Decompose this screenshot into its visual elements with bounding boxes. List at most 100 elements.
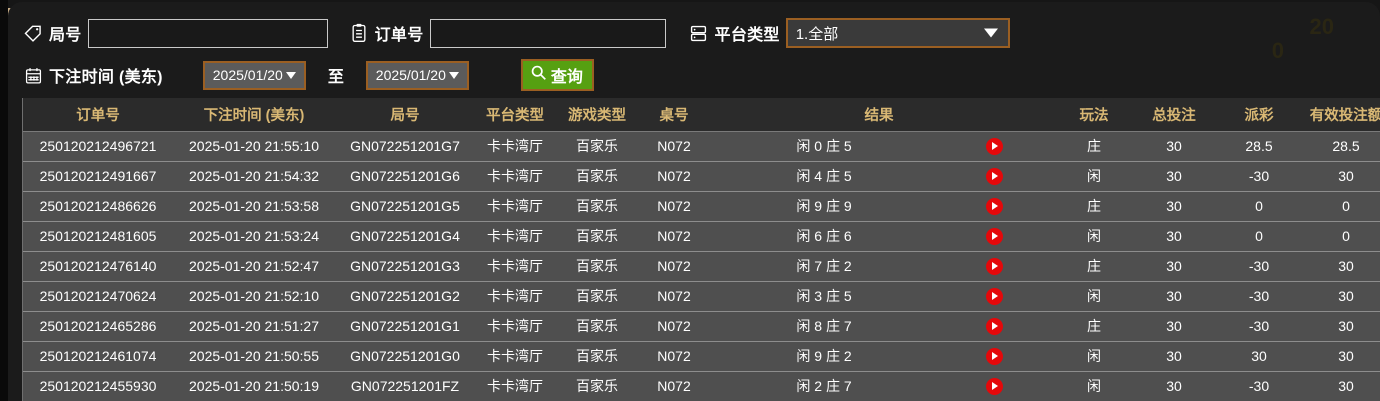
cell-replay <box>939 371 1049 401</box>
clipboard-icon <box>348 22 370 44</box>
cell-result: 闲 6 庄 6 <box>709 221 939 252</box>
search-button[interactable]: 查询 <box>520 59 594 91</box>
table-row[interactable]: 250120212486626 2025-01-20 21:53:58 GN0722… <box>23 191 1380 222</box>
cell-result: 闲 8 庄 7 <box>709 311 939 342</box>
cell-platform: 卡卡湾厅 <box>475 191 555 222</box>
col-result[interactable]: 结果 <box>709 98 1049 132</box>
cell-game-type: 百家乐 <box>555 341 639 372</box>
cell-game-type: 百家乐 <box>555 281 639 312</box>
cell-game-type: 百家乐 <box>555 221 639 252</box>
cell-round-no: GN072251201FZ <box>335 371 475 401</box>
table-row[interactable]: 250120212455930 2025-01-20 21:50:19 GN0722… <box>23 371 1380 401</box>
bet-time-from-datepicker[interactable]: 2025/01/20 <box>202 60 306 90</box>
cell-table-no: N072 <box>639 251 709 282</box>
cell-payout: -30 <box>1209 161 1309 192</box>
cell-round-no: GN072251201G2 <box>335 281 475 312</box>
col-bet-time[interactable]: 下注时间 (美东) <box>173 98 335 132</box>
bet-time-from-value: 2025/01/20 <box>212 67 283 83</box>
cell-bet-kind: 闲 <box>1049 341 1139 372</box>
play-icon[interactable] <box>985 377 1003 395</box>
cell-bet-time: 2025-01-20 21:53:24 <box>173 221 335 252</box>
platform-type-filter: 平台类型 1.全部 <box>688 17 1010 49</box>
play-icon[interactable] <box>985 167 1003 185</box>
cell-bet-kind: 庄 <box>1049 251 1139 282</box>
table-row[interactable]: 250120212496721 2025-01-20 21:55:10 GN0722… <box>23 131 1380 162</box>
table-row[interactable]: 250120212470624 2025-01-20 21:52:10 GN0722… <box>23 281 1380 312</box>
play-icon[interactable] <box>985 257 1003 275</box>
filter-row-2: 下注时间 (美东) 2025/01/20 至 2025/01/20 <box>22 54 1380 96</box>
col-table-no[interactable]: 桌号 <box>639 98 709 132</box>
order-no-input[interactable] <box>429 18 666 48</box>
tag-icon <box>22 22 44 44</box>
cell-game-type: 百家乐 <box>555 311 639 342</box>
cell-payout: -30 <box>1209 371 1309 401</box>
col-game-type[interactable]: 游戏类型 <box>555 98 639 132</box>
table-row[interactable]: 250120212481605 2025-01-20 21:53:24 GN0722… <box>23 221 1380 252</box>
cell-round-no: GN072251201G5 <box>335 191 475 222</box>
cell-game-type: 百家乐 <box>555 191 639 222</box>
server-icon <box>688 22 710 44</box>
col-payout[interactable]: 派彩 <box>1209 98 1309 132</box>
cell-replay <box>939 311 1049 342</box>
cell-table-no: N072 <box>639 371 709 401</box>
play-icon[interactable] <box>985 287 1003 305</box>
cell-payout: -30 <box>1209 311 1309 342</box>
round-no-filter: 局号 <box>22 17 328 49</box>
col-platform[interactable]: 平台类型 <box>475 98 555 132</box>
cell-result: 闲 9 庄 9 <box>709 191 939 222</box>
cell-order-no: 250120212476140 <box>23 251 173 282</box>
cell-game-type: 百家乐 <box>555 161 639 192</box>
cell-round-no: GN072251201G1 <box>335 311 475 342</box>
play-icon[interactable] <box>985 347 1003 365</box>
chevron-down-icon <box>285 71 296 79</box>
platform-type-select[interactable]: 1.全部 <box>785 18 1010 48</box>
cell-payout: 30 <box>1209 341 1309 372</box>
col-valid-bet[interactable]: 有效投注额 <box>1309 98 1380 132</box>
round-no-input[interactable] <box>87 18 328 48</box>
col-order-no[interactable]: 订单号 <box>23 98 173 132</box>
play-icon[interactable] <box>985 227 1003 245</box>
cell-bet-time: 2025-01-20 21:50:55 <box>173 341 335 372</box>
cell-total-bet: 30 <box>1139 191 1209 222</box>
cell-order-no: 250120212491667 <box>23 161 173 192</box>
bet-history-table-container[interactable]: 订单号 下注时间 (美东) 局号 平台类型 游戏类型 桌号 结果 玩法 总投注 … <box>22 98 1380 401</box>
cell-order-no: 250120212470624 <box>23 281 173 312</box>
cell-order-no: 250120212486626 <box>23 191 173 222</box>
bet-time-filter: 下注时间 (美东) <box>22 59 163 91</box>
cell-replay <box>939 161 1049 192</box>
calendar-icon <box>22 64 44 86</box>
chevron-down-icon <box>448 71 459 79</box>
cell-bet-kind: 庄 <box>1049 191 1139 222</box>
col-bet-kind[interactable]: 玩法 <box>1049 98 1139 132</box>
cell-platform: 卡卡湾厅 <box>475 371 555 401</box>
cell-replay <box>939 131 1049 162</box>
order-no-filter: 订单号 <box>348 17 666 49</box>
table-row[interactable]: 250120212476140 2025-01-20 21:52:47 GN0722… <box>23 251 1380 282</box>
col-round-no[interactable]: 局号 <box>335 98 475 132</box>
cell-result: 闲 2 庄 7 <box>709 371 939 401</box>
cell-payout: 28.5 <box>1209 131 1309 162</box>
cell-round-no: GN072251201G3 <box>335 251 475 282</box>
cell-valid-bet: 30 <box>1309 371 1380 401</box>
play-icon[interactable] <box>985 137 1003 155</box>
cell-platform: 卡卡湾厅 <box>475 131 555 162</box>
cell-payout: 0 <box>1209 221 1309 252</box>
cell-order-no: 250120212461074 <box>23 341 173 372</box>
cell-bet-kind: 庄 <box>1049 131 1139 162</box>
play-icon[interactable] <box>985 197 1003 215</box>
bet-time-to-datepicker[interactable]: 2025/01/20 <box>365 60 469 90</box>
table-row[interactable]: 250120212461074 2025-01-20 21:50:55 GN0722… <box>23 341 1380 372</box>
col-total-bet[interactable]: 总投注 <box>1139 98 1209 132</box>
cell-replay <box>939 281 1049 312</box>
play-icon[interactable] <box>985 317 1003 335</box>
cell-result: 闲 3 庄 5 <box>709 281 939 312</box>
cell-bet-kind: 闲 <box>1049 221 1139 252</box>
table-row[interactable]: 250120212465286 2025-01-20 21:51:27 GN0722… <box>23 311 1380 342</box>
cell-valid-bet: 30 <box>1309 281 1380 312</box>
bet-time-to-value: 2025/01/20 <box>375 67 446 83</box>
table-row[interactable]: 250120212491667 2025-01-20 21:54:32 GN0722… <box>23 161 1380 192</box>
round-no-label: 局号 <box>49 27 82 44</box>
cell-valid-bet: 30 <box>1309 311 1380 342</box>
cell-result: 闲 9 庄 2 <box>709 341 939 372</box>
